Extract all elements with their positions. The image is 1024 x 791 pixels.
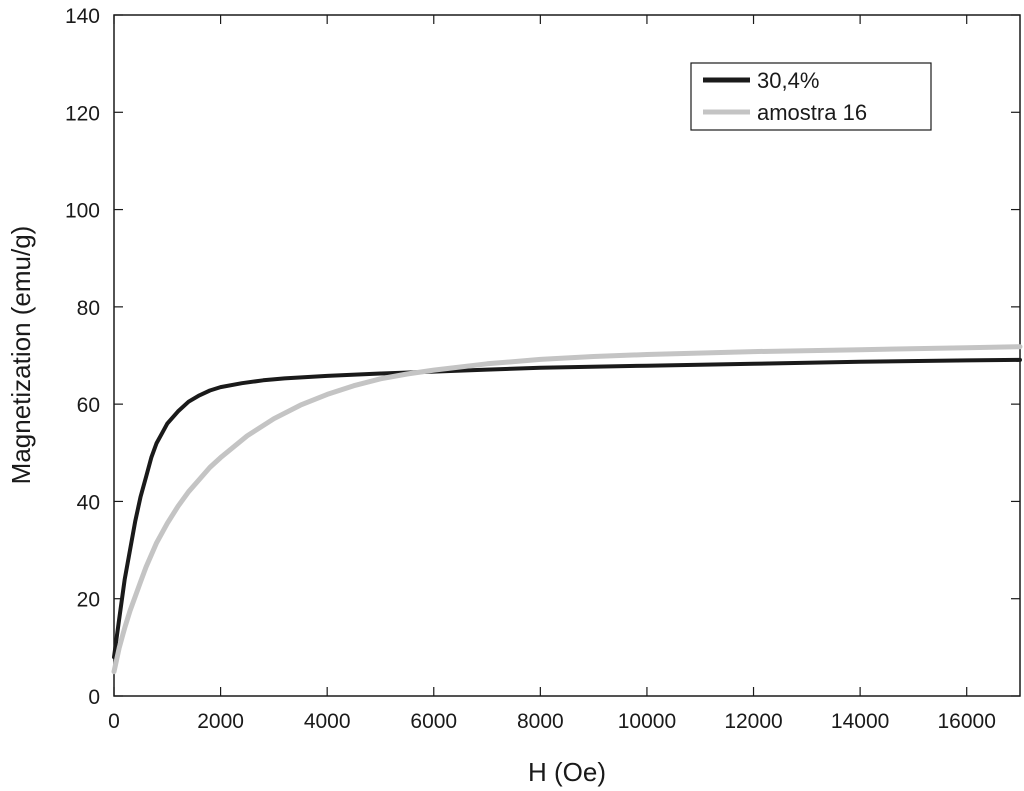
y-tick-label: 20 [77,589,100,612]
x-tick-label: 2000 [197,710,244,733]
x-tick-label: 16000 [938,710,996,733]
x-tick-label: 4000 [304,710,351,733]
x-tick-label: 6000 [410,710,457,733]
y-tick-label: 60 [77,394,100,417]
x-tick-label: 0 [108,710,120,733]
x-tick-label: 8000 [517,710,564,733]
legend-box [690,62,932,131]
x-axis: 0 2000 4000 6000 8000 10000 12000 14000 16000 [108,15,996,733]
y-tick-label: 0 [88,686,100,709]
series-line-1 [112,357,1022,660]
y-tick-label: 140 [65,5,100,28]
y-tick-label: 80 [77,297,100,320]
y-axis-title: Magnetization (emu/g) [6,226,36,485]
y-tick-label: 120 [65,102,100,125]
legend-label-series-1: 30,4% [757,68,819,93]
legend-label-series-2: amostra 16 [757,100,867,125]
x-tick-label: 14000 [831,710,889,733]
x-axis-title: H (Oe) [528,757,606,787]
x-tick-label: 12000 [724,710,782,733]
legend: 30,4% amostra 16 [690,62,932,131]
series-layer [111,344,1023,675]
series-line-2 [111,344,1023,675]
plot-area-frame [113,14,1021,697]
y-axis: 0 20 40 60 80 100 120 140 [65,5,1020,709]
y-tick-label: 40 [77,491,100,514]
x-tick-label: 10000 [618,710,676,733]
y-tick-label: 100 [65,200,100,223]
